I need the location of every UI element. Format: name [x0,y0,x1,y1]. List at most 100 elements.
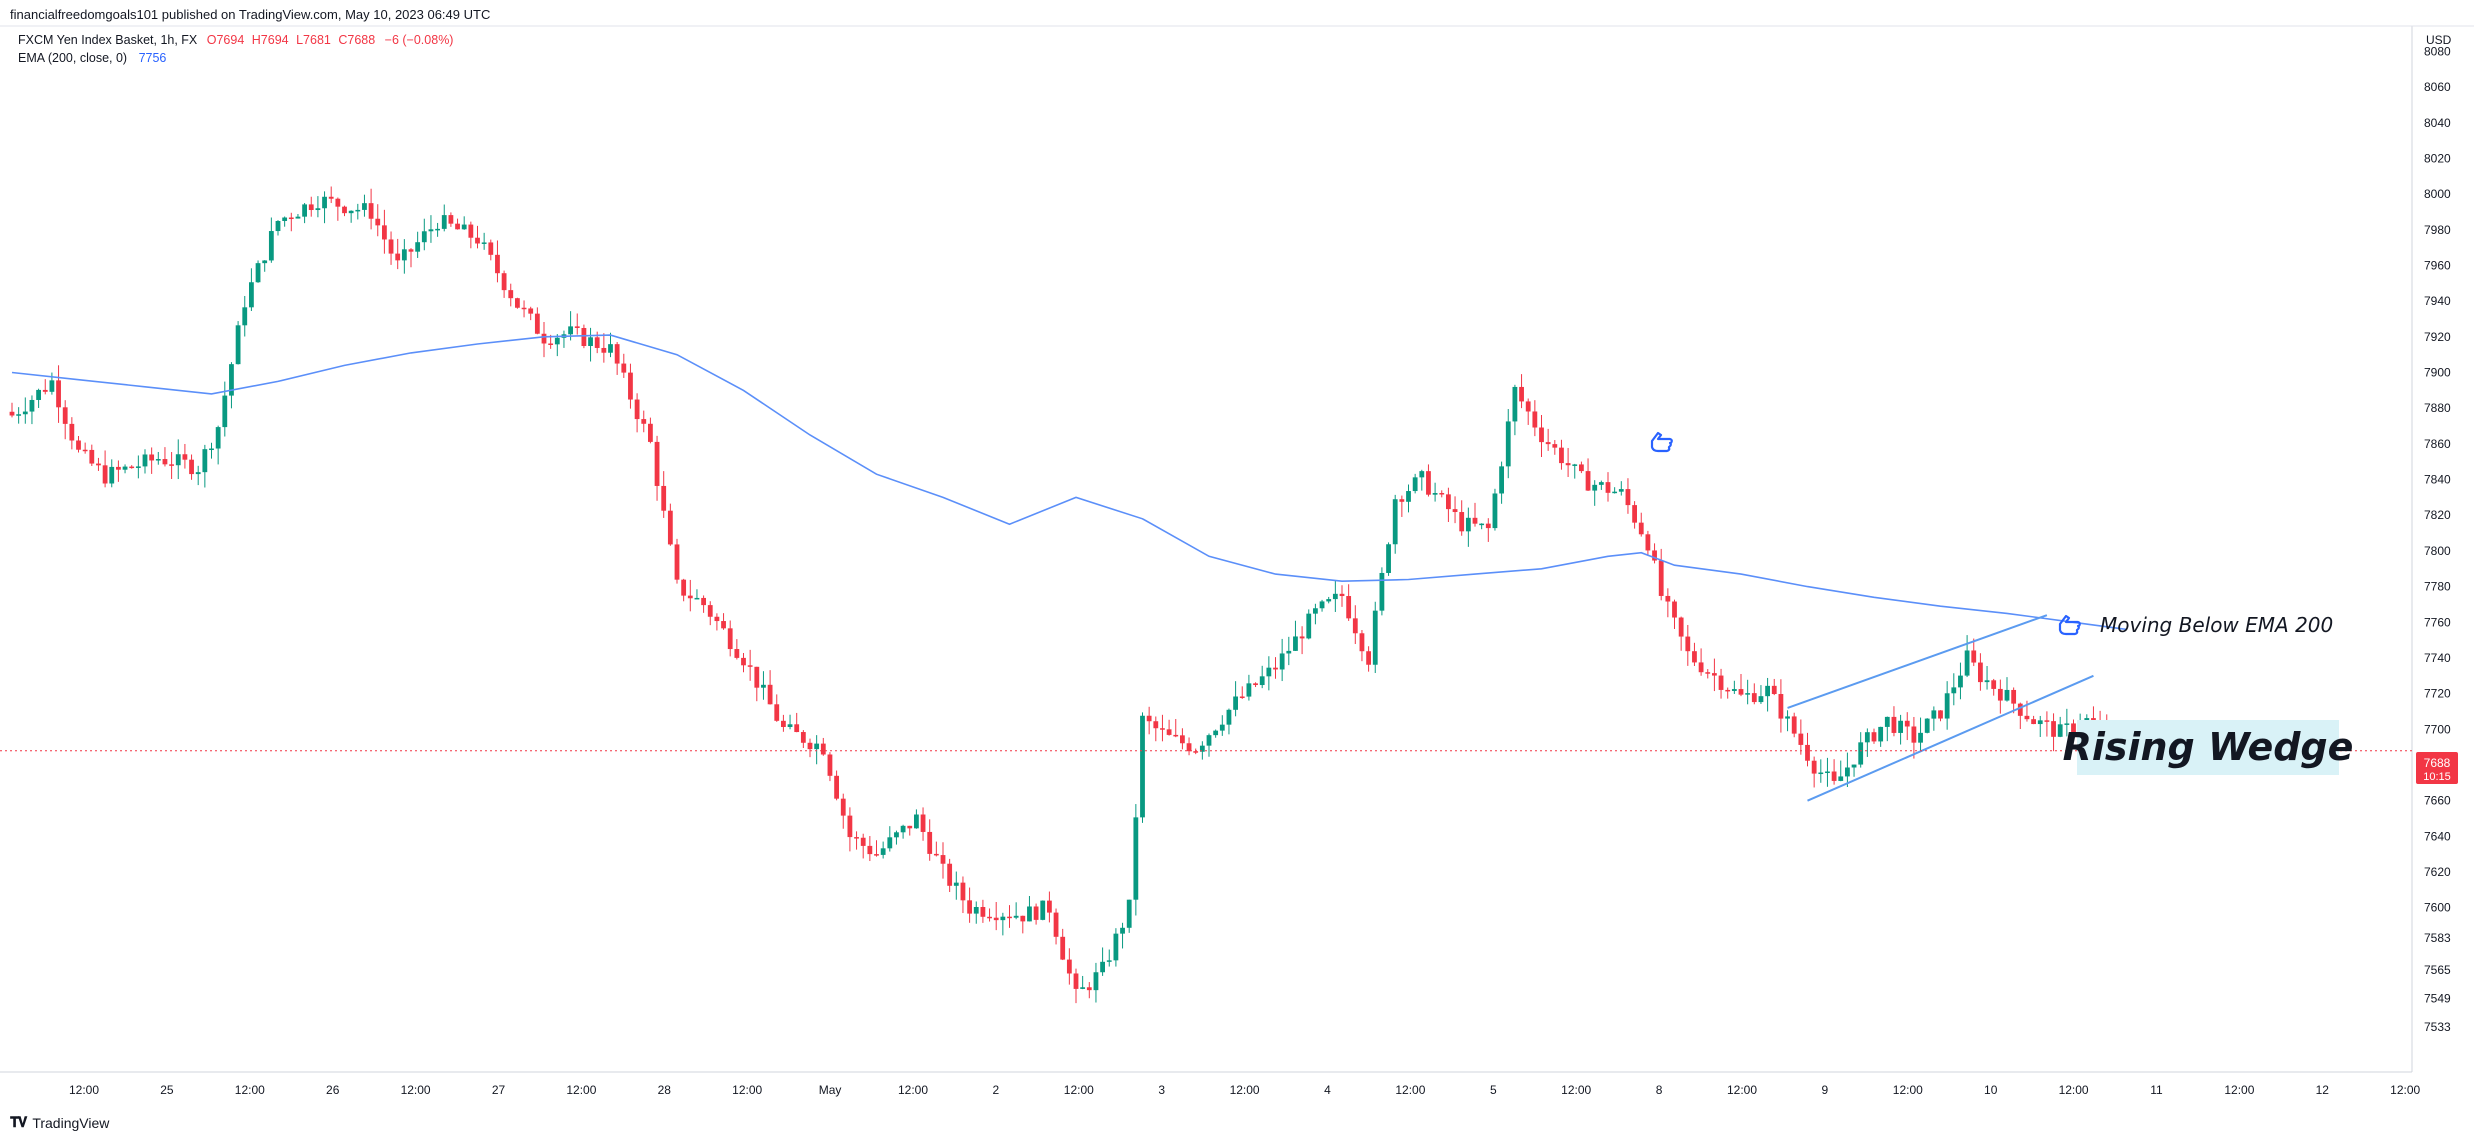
candle-body [1831,771,1837,781]
time-tick-label: 27 [492,1083,506,1097]
candle-body [534,313,540,334]
candle-body [1432,493,1438,495]
candle-body [1020,915,1026,922]
price-tick-label: 7565 [2424,963,2451,977]
candle-body [1971,650,1977,663]
candle-body [302,204,307,217]
candle-body [1199,745,1205,752]
wedge-lower-trendline[interactable] [1807,674,2094,802]
wedge-upper-trendline[interactable] [1787,614,2048,709]
candle-body [787,724,793,727]
candle-body [1978,662,1983,683]
candle-body [1193,751,1199,753]
candle-body [495,254,500,274]
time-axis[interactable]: 12:00 25 12:00 26 12:00 27 12:00 28 12:00 May 12:0… [69,1083,2421,1097]
candle-body [1771,685,1777,695]
candle-body [1519,386,1524,402]
candle-body [1060,936,1066,960]
candle-body [1845,767,1850,777]
candle-body [694,597,700,600]
candle-body [1319,601,1325,609]
currency-label: USD [2426,33,2452,47]
candle-body [335,198,341,207]
candle-body [1366,651,1371,665]
candle-body [468,224,474,238]
candle-body [1705,672,1711,674]
candle-body [382,225,387,240]
candle-body [282,217,288,221]
time-tick-label: 12:00 [2224,1083,2254,1097]
price-tick-label: 7720 [2424,687,2451,701]
candle-body [448,215,454,224]
candle-body [920,814,926,832]
candle-body [840,798,846,816]
price-tick-label: 8060 [2424,80,2451,94]
candle-body [69,423,75,441]
candle-body [654,441,660,486]
symbol-title[interactable]: FXCM Yen Index Basket, 1h, FX [18,33,198,47]
footer-brand[interactable]: 𝐓𝐕 TradingView [10,1114,109,1131]
candle-body [1579,464,1584,472]
candle-body [1412,477,1418,492]
candle-body [1372,610,1378,665]
ohlc-open: O7694 [206,33,245,47]
candle-body [1731,689,1737,691]
candle-body [1745,693,1751,695]
candle-body [1559,447,1564,464]
pointer-annotation-2[interactable] [2058,614,2081,636]
price-axis[interactable]: 7533754975657583760076207640766076807700… [2424,44,2451,1034]
candle-body [2017,703,2023,716]
publisher-line: financialfreedomgoals101 published on Tr… [10,7,491,22]
candle-body [209,448,214,451]
time-tick-label: 5 [1490,1083,1497,1097]
candle-body [9,411,15,416]
candle-body [1598,482,1604,485]
candle-body [761,684,766,688]
candle-body [36,389,41,400]
candle-body [820,743,826,755]
candle-body [215,427,221,449]
candle-body [249,282,254,308]
pointer-annotation-1[interactable] [1650,431,1673,453]
hand-pointer-icon [1650,431,1673,453]
candle-body [621,363,627,373]
candle-body [1086,987,1092,991]
ema-200-line [11,334,2127,631]
candle-body [96,463,101,466]
time-tick-label: 12:00 [69,1083,99,1097]
candle-body [1392,499,1398,545]
candle-body [674,544,680,580]
candle-body [2031,719,2036,725]
candle-body [927,831,933,854]
candle-body [415,242,421,252]
candle-body [1658,560,1664,596]
candle-body [308,204,314,211]
candle-body [827,754,833,776]
candle-body [1911,726,1917,743]
last-price-value: 7688 [2424,756,2451,770]
ema-note-text[interactable]: Moving Below EMA 200 [2100,613,2333,637]
candle-body [235,325,241,365]
time-tick-label: 8 [1656,1083,1663,1097]
bar-countdown: 10:15 [2423,771,2451,783]
candle-body [554,337,560,345]
candle-body [1266,667,1272,677]
candle-body [1572,464,1578,466]
candle-body [62,407,68,424]
price-tick-label: 7900 [2424,366,2451,380]
pattern-label[interactable]: Rising Wedge [2063,720,2354,775]
candle-body [1525,401,1531,412]
candle-body [1206,735,1212,746]
candle-body [1592,484,1598,491]
candle-body [980,907,986,917]
candle-body [1106,960,1112,962]
indicator-label[interactable]: EMA (200, close, 0) [18,51,128,65]
candle-body [667,510,673,545]
candle-body [1239,696,1245,698]
candle-body [953,882,959,886]
candle-body [1146,715,1152,722]
candle-body [860,837,866,846]
candle-body [1625,489,1631,506]
candle-body [1299,636,1305,639]
